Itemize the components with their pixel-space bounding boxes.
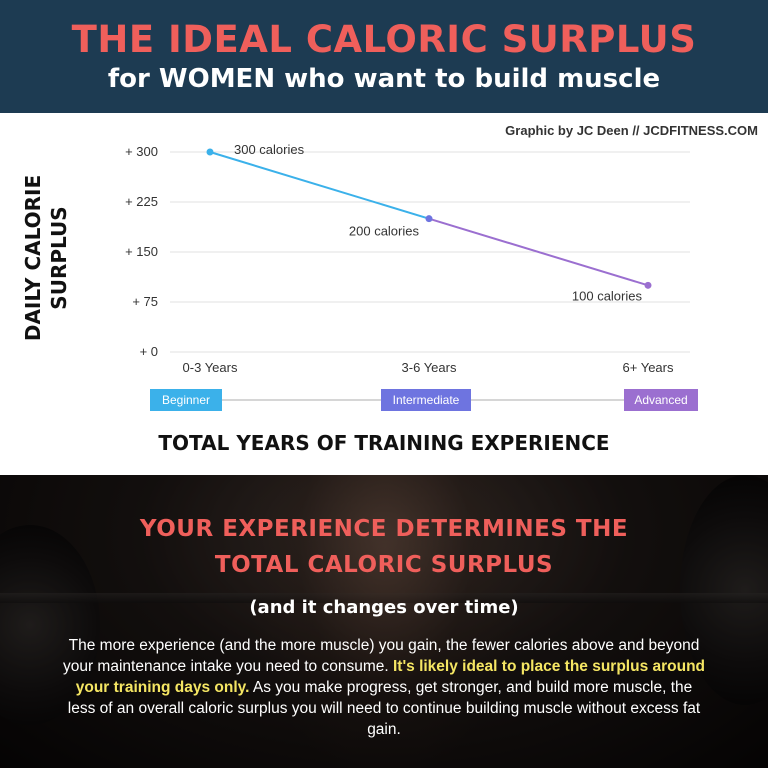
chart-panel: Graphic by JC Deen // JCDFITNESS.COM DAI… <box>0 113 768 475</box>
x-tick-label: 6+ Years <box>623 360 674 375</box>
y-tick-label: + 150 <box>125 244 158 259</box>
data-point <box>644 281 652 289</box>
paragraph-highlight: It's likely ideal to place the surplus a… <box>75 658 706 696</box>
y-tick-label: + 0 <box>140 344 158 359</box>
paragraph-text-2: As you make progress, get stronger, and … <box>67 679 701 738</box>
header-banner: THE IDEAL CALORIC SURPLUS for WOMEN who … <box>0 0 768 113</box>
surplus-line-chart: + 0 + 75 + 150 + 225 + 300 0-3 Years 3-6 Years… <box>125 142 698 411</box>
paragraph-text-1: The more experience (and the more muscle… <box>62 637 700 675</box>
x-axis-label: TOTAL YEARS OF TRAINING EXPERIENCE <box>158 431 610 455</box>
y-tick-label: + 75 <box>132 294 158 309</box>
background-athlete <box>250 475 520 768</box>
graphic-credit: Graphic by JC Deen // JCDFITNESS.COM <box>505 123 758 138</box>
y-tick-label: + 300 <box>125 144 158 159</box>
data-label: 300 calories <box>234 142 305 157</box>
x-tick-label: 0-3 Years <box>183 360 238 375</box>
level-badge-label: Beginner <box>162 393 210 407</box>
level-badge-label: Intermediate <box>393 393 460 407</box>
section-headline: YOUR EXPERIENCE DETERMINES THE TOTAL CAL… <box>0 511 768 583</box>
level-badge-label: Advanced <box>634 393 687 407</box>
series-line-segment <box>428 217 649 287</box>
section-paragraph: The more experience (and the more muscle… <box>60 635 708 740</box>
info-section: YOUR EXPERIENCE DETERMINES THE TOTAL CAL… <box>0 475 768 768</box>
data-label: 200 calories <box>349 224 420 239</box>
background-shade <box>0 475 768 768</box>
section-headline-line-2: TOTAL CALORIC SURPLUS <box>214 552 554 578</box>
x-tick-label: 3-6 Years <box>402 360 457 375</box>
data-point <box>425 215 433 223</box>
level-badge <box>624 389 698 411</box>
level-badge <box>381 389 471 411</box>
level-badge <box>150 389 222 411</box>
page-title: THE IDEAL CALORIC SURPLUS <box>71 18 697 61</box>
page-subtitle: for WOMEN who want to build muscle <box>107 64 661 94</box>
section-subheadline: (and it changes over time) <box>249 597 519 618</box>
data-label: 100 calories <box>572 288 643 303</box>
y-tick-label: + 225 <box>125 194 158 209</box>
background-barbell <box>0 593 768 603</box>
data-point <box>206 148 214 156</box>
series-line-segment <box>209 151 430 220</box>
section-headline-line-1: YOUR EXPERIENCE DETERMINES THE <box>139 516 629 542</box>
